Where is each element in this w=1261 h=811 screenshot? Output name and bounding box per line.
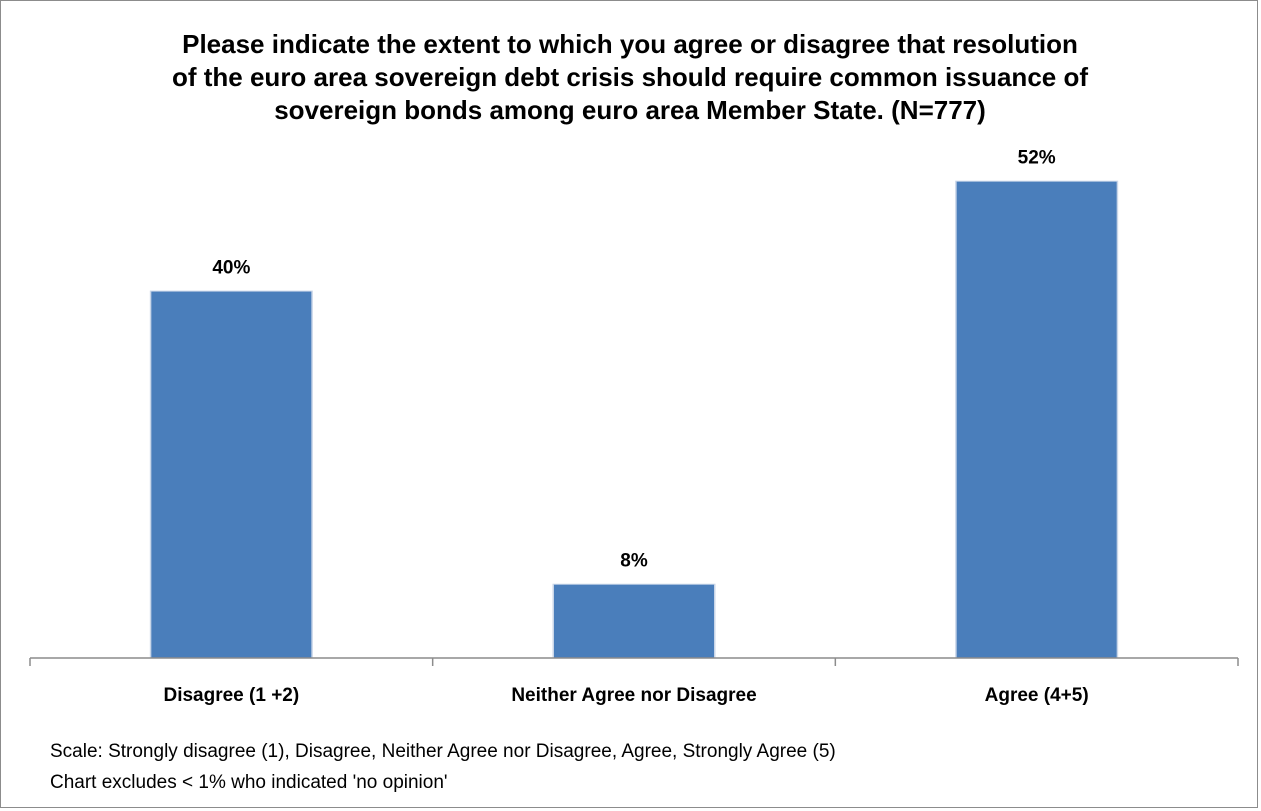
scale-note: Scale: Strongly disagree (1), Disagree, … xyxy=(50,741,836,762)
bar-data-label: 40% xyxy=(212,258,250,279)
x-tick-label: Neither Agree nor Disagree xyxy=(511,685,756,706)
x-tick-label: Disagree (1 +2) xyxy=(163,685,299,706)
chart-notes: Scale: Strongly disagree (1), Disagree, … xyxy=(50,736,836,798)
bar xyxy=(956,181,1117,658)
chart-title-line: Please indicate the extent to which you … xyxy=(182,29,1078,59)
bar-data-label: 8% xyxy=(620,551,648,572)
bar-data-label: 52% xyxy=(1018,148,1056,169)
exclusion-note: Chart excludes < 1% who indicated 'no op… xyxy=(50,772,448,793)
chart-title: Please indicate the extent to which you … xyxy=(100,28,1160,127)
bar xyxy=(554,584,714,658)
chart-title-line: of the euro area sovereign debt crisis s… xyxy=(171,62,1089,92)
chart-title-line: sovereign bonds among euro area Member S… xyxy=(274,95,986,125)
x-tick-label: Agree (4+5) xyxy=(985,685,1089,706)
bar xyxy=(151,291,312,658)
